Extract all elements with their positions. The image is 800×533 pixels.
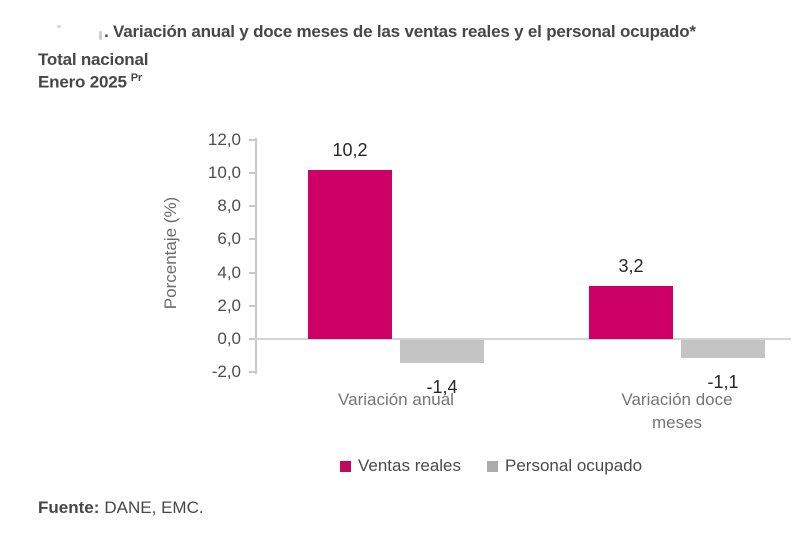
chart-legend: Ventas reales Personal ocupado: [340, 456, 642, 476]
bar-value-label: 3,2: [618, 255, 644, 276]
superscript-pr: Pr: [130, 72, 142, 84]
faint-artifact: [57, 25, 61, 28]
page-title: . Variación anual y doce meses de las ve…: [104, 22, 696, 41]
legend-label: Ventas reales: [358, 456, 462, 475]
legend-entry: Ventas reales: [340, 456, 461, 476]
y-axis-tick: [249, 138, 257, 141]
bar-ventas-reales: [308, 169, 392, 339]
subtitle-period-text: Enero 2025: [38, 72, 127, 92]
x-axis-category-label: Variación anual: [338, 390, 454, 409]
y-axis-tick-label: 0,0: [217, 329, 241, 348]
subtitle-period: Enero 2025 Pr: [38, 72, 142, 93]
y-axis-line: [255, 138, 257, 375]
legend-swatch-icon: [340, 460, 351, 472]
source-note: Fuente: DANE, EMC.: [38, 498, 204, 518]
y-axis-tick: [249, 338, 257, 340]
bar-value-label: 10,2: [332, 139, 368, 160]
y-axis-tick: [249, 304, 257, 307]
y-axis-tick-label: 2,0: [217, 295, 241, 315]
y-axis-tick: [249, 172, 257, 174]
bar-personal-ocupado: [681, 340, 765, 359]
y-axis-tick: [249, 205, 257, 208]
y-axis-tick: [249, 271, 257, 274]
legend-entry: Personal ocupado: [487, 456, 642, 476]
x-axis-zero-line: [255, 338, 791, 340]
y-axis-tick: [249, 371, 257, 374]
x-axis-category-label: Variación doce meses: [621, 390, 733, 432]
legend-swatch-icon: [487, 460, 499, 472]
source-text: DANE, EMC.: [104, 498, 204, 517]
subtitle-region: Total nacional: [38, 50, 149, 69]
bar-ventas-reales: [589, 285, 673, 339]
source-label: Fuente:: [38, 498, 100, 517]
y-axis-tick-label: -2,0: [211, 362, 241, 382]
legend-label: Personal ocupado: [505, 456, 643, 475]
bar-value-label: -1,4: [426, 377, 458, 398]
y-axis-tick-label: 4,0: [217, 262, 241, 282]
y-axis-tick-label: 6,0: [217, 229, 241, 249]
y-axis-title: Porcentaje (%): [161, 196, 180, 310]
y-axis-tick-label: 8,0: [217, 196, 241, 216]
bar-value-label: -1,1: [707, 372, 739, 393]
y-axis-tick-label: 10,0: [207, 163, 241, 182]
bar-personal-ocupado: [400, 340, 484, 364]
y-axis-tick: [249, 238, 257, 241]
y-axis-tick-label: 12,0: [207, 129, 241, 149]
faint-artifact: [99, 31, 102, 40]
